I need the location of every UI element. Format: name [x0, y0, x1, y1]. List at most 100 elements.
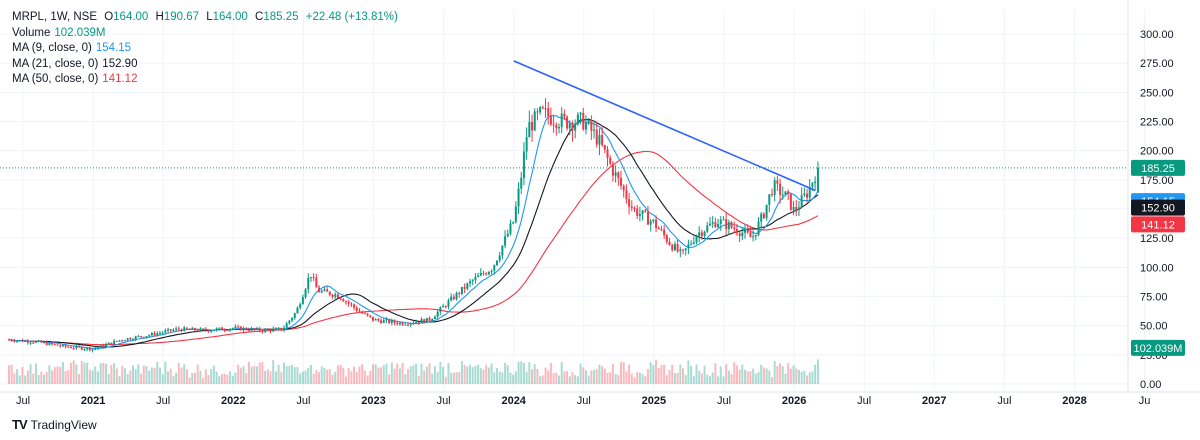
candle-body [129, 338, 132, 340]
symbol-line: MRPL, 1W, NSE [12, 11, 97, 23]
candle-body [280, 327, 283, 331]
volume-bar [21, 366, 24, 384]
volume-bar [490, 363, 493, 384]
x-tick-label: 2025 [642, 395, 666, 407]
candle-body [738, 233, 741, 237]
candle-body [296, 307, 299, 314]
volume-bar [115, 368, 118, 384]
price-marker-box [1131, 339, 1185, 356]
tradingview-branding[interactable]: TV TradingView [12, 417, 97, 432]
volume-bar [574, 375, 577, 384]
ma9-row: MA (9, close, 0) 154.15 [12, 41, 398, 57]
volume-bar [37, 374, 40, 384]
volume-bar [477, 364, 480, 384]
volume-bar [56, 366, 59, 384]
candle-body [455, 292, 458, 300]
volume-bar [253, 365, 256, 384]
volume-bar [622, 362, 625, 384]
candle-body [102, 345, 105, 347]
candle-body [369, 315, 372, 317]
volume-bar [304, 370, 307, 384]
candle-body [555, 124, 558, 129]
low-label: L [206, 11, 213, 23]
volume-bar [816, 359, 819, 384]
volume-bar [371, 364, 374, 384]
candle-body [153, 333, 156, 336]
volume-bar [78, 374, 81, 384]
candle-body [269, 329, 272, 332]
candle-body [380, 320, 383, 323]
candle-body [363, 313, 366, 315]
candle-body [118, 340, 121, 342]
candle-body [611, 163, 614, 176]
volume-bar [258, 362, 261, 384]
volume-bar [237, 364, 240, 384]
volume-bar [482, 369, 485, 384]
candle-body [88, 347, 91, 351]
x-tick-label: Jul [577, 395, 591, 407]
volume-bar [59, 366, 62, 384]
y-tick-label: 300.00 [1140, 29, 1174, 41]
volume-bar [460, 361, 463, 384]
candle-body [266, 329, 269, 331]
candle-body [388, 319, 391, 323]
candle-body [800, 195, 803, 208]
volume-bar [471, 367, 474, 384]
candle-body [773, 180, 776, 196]
tradingview-logo-icon: TV [12, 417, 28, 432]
volume-bar [129, 370, 132, 384]
candle-body [288, 320, 291, 324]
volume-bar [13, 373, 16, 384]
volume-bar [752, 368, 755, 384]
candle-body [91, 349, 94, 351]
volume-bar [792, 365, 795, 384]
volume-bar [520, 361, 523, 384]
volume-bar [409, 366, 412, 384]
candle-body [439, 307, 442, 312]
volume-bar [590, 370, 593, 384]
candle-body [609, 157, 612, 164]
x-tick-label: 2024 [501, 395, 526, 407]
volume-bar [644, 376, 647, 384]
x-tick-label: 2028 [1062, 395, 1086, 407]
candle-body [69, 347, 72, 349]
volume-bar [291, 364, 294, 384]
candle-body [32, 342, 35, 344]
volume-bar [86, 362, 89, 384]
candle-body [617, 172, 620, 179]
volume-bar [344, 376, 347, 384]
candle-body [48, 342, 51, 345]
candle-body [231, 328, 234, 330]
candle-body [816, 167, 819, 193]
ma50-line [8, 150, 819, 346]
candle-body [377, 319, 380, 321]
candle-body [264, 329, 267, 332]
volume-bar [423, 370, 426, 384]
candle-body [142, 336, 145, 338]
candle-body [471, 280, 474, 282]
volume-bar [547, 370, 550, 384]
volume-bar [628, 364, 631, 384]
candle-body [601, 135, 604, 146]
volume-bar [377, 367, 380, 384]
volume-bar [374, 364, 377, 384]
volume-bar [433, 366, 436, 384]
candle-body [695, 235, 698, 242]
candle-body [156, 333, 159, 336]
volume-bar [495, 368, 498, 384]
price-marker-label: 102.039M [1134, 343, 1183, 355]
volume-bar [509, 372, 512, 384]
volume-value: 102.039M [54, 26, 106, 39]
candle-body [525, 137, 528, 152]
candle-body [746, 229, 749, 233]
candle-body [140, 336, 143, 338]
candle-body [501, 245, 504, 256]
candle-body [350, 303, 353, 305]
ma21-label: MA (21, close, 0) [12, 57, 99, 70]
candle-body [719, 219, 722, 224]
candle-body [665, 235, 668, 242]
volume-bar [148, 370, 151, 384]
candle-body [630, 206, 633, 209]
volume-bar [210, 369, 213, 384]
